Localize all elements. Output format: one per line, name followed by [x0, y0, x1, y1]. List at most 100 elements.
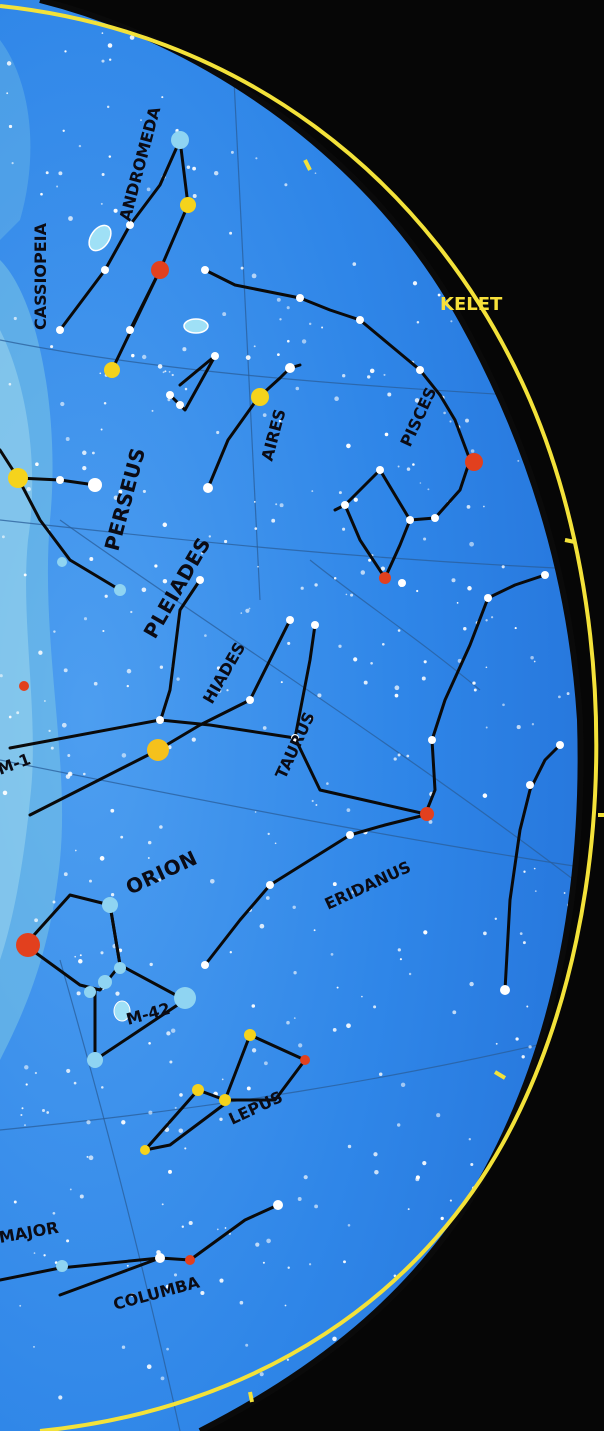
faint-star: [229, 951, 232, 954]
star-blue: [98, 975, 112, 989]
faint-star: [308, 1263, 312, 1266]
faint-star: [314, 172, 317, 175]
faint-star: [67, 754, 71, 757]
faint-star: [79, 954, 82, 957]
faint-star: [99, 856, 105, 861]
faint-star: [334, 396, 339, 402]
m42-nebula: [113, 1000, 131, 1022]
faint-star: [166, 1347, 169, 1351]
faint-star: [548, 472, 551, 475]
faint-star: [110, 808, 115, 813]
star-white: [266, 881, 274, 889]
horizon-ticks: [248, 159, 604, 1403]
faint-star: [494, 917, 497, 920]
faint-star: [251, 1004, 256, 1008]
faint-star: [100, 428, 103, 431]
faint-star: [393, 757, 397, 761]
faint-star: [65, 437, 70, 441]
faint-star: [146, 187, 151, 192]
faint-star: [398, 83, 403, 88]
faint-star: [82, 465, 87, 471]
faint-star: [284, 1304, 287, 1307]
faint-star: [531, 166, 534, 169]
faint-star: [188, 1220, 193, 1226]
faint-star: [393, 1322, 397, 1326]
faint-star: [533, 660, 536, 663]
faint-star: [254, 527, 258, 530]
faint-star: [514, 627, 517, 630]
star-blue: [114, 584, 126, 596]
faint-star: [245, 355, 251, 360]
faint-star: [176, 677, 180, 681]
faint-star: [50, 746, 54, 750]
faint-star: [338, 644, 342, 648]
faint-star: [92, 451, 95, 455]
faint-star: [286, 1020, 290, 1025]
faint-star: [44, 700, 46, 702]
faint-star: [276, 297, 281, 302]
faint-star: [421, 676, 426, 681]
faint-star: [46, 1111, 50, 1114]
faint-star: [351, 890, 355, 894]
faint-star: [292, 905, 296, 910]
faint-star: [53, 630, 56, 633]
faint-star: [430, 84, 435, 89]
faint-star: [552, 137, 556, 141]
star-red: [19, 681, 29, 691]
faint-star: [129, 35, 135, 40]
faint-star: [443, 411, 446, 415]
faint-star: [574, 44, 578, 48]
faint-star: [431, 36, 435, 39]
faint-star: [381, 642, 385, 646]
faint-star: [108, 155, 112, 158]
faint-star: [494, 1397, 497, 1401]
faint-star: [463, 627, 467, 631]
star-red: [465, 453, 483, 471]
faint-star: [45, 171, 49, 175]
faint-star: [63, 872, 68, 877]
faint-star: [488, 1261, 492, 1266]
star-white: [246, 696, 254, 704]
faint-star: [352, 262, 357, 266]
faint-star: [566, 692, 570, 696]
faint-star: [147, 840, 152, 845]
faint-star: [286, 1358, 290, 1361]
faint-star: [373, 1152, 378, 1157]
faint-star: [561, 481, 567, 486]
faint-star: [526, 1005, 529, 1008]
faint-star: [368, 558, 372, 562]
faint-star: [251, 1048, 257, 1053]
faint-star: [208, 535, 211, 538]
faint-star: [109, 58, 112, 61]
faint-star: [253, 501, 256, 503]
faint-star: [397, 753, 401, 757]
faint-star: [470, 449, 475, 453]
faint-star: [521, 1224, 523, 1227]
faint-star: [383, 373, 386, 376]
faint-star: [93, 681, 98, 686]
faint-star: [274, 842, 277, 845]
faint-star: [64, 50, 67, 53]
faint-star: [231, 1117, 235, 1120]
faint-star: [19, 1304, 22, 1307]
faint-star: [397, 629, 401, 632]
faint-star: [330, 953, 334, 956]
faint-star: [245, 608, 250, 613]
faint-star: [572, 1076, 577, 1081]
faint-star: [407, 1208, 410, 1211]
faint-star: [73, 1081, 77, 1085]
faint-star: [346, 808, 351, 812]
faint-star: [412, 463, 415, 466]
faint-star: [101, 1086, 104, 1089]
faint-star: [86, 1155, 89, 1158]
faint-star: [43, 1254, 46, 1257]
faint-star: [257, 565, 259, 568]
faint-star: [536, 1195, 541, 1199]
faint-star: [485, 619, 488, 622]
faint-star: [332, 1028, 337, 1032]
faint-star: [356, 92, 362, 97]
faint-star: [435, 139, 439, 144]
faint-star: [470, 1162, 474, 1167]
faint-star: [529, 114, 533, 119]
faint-star: [240, 612, 243, 614]
